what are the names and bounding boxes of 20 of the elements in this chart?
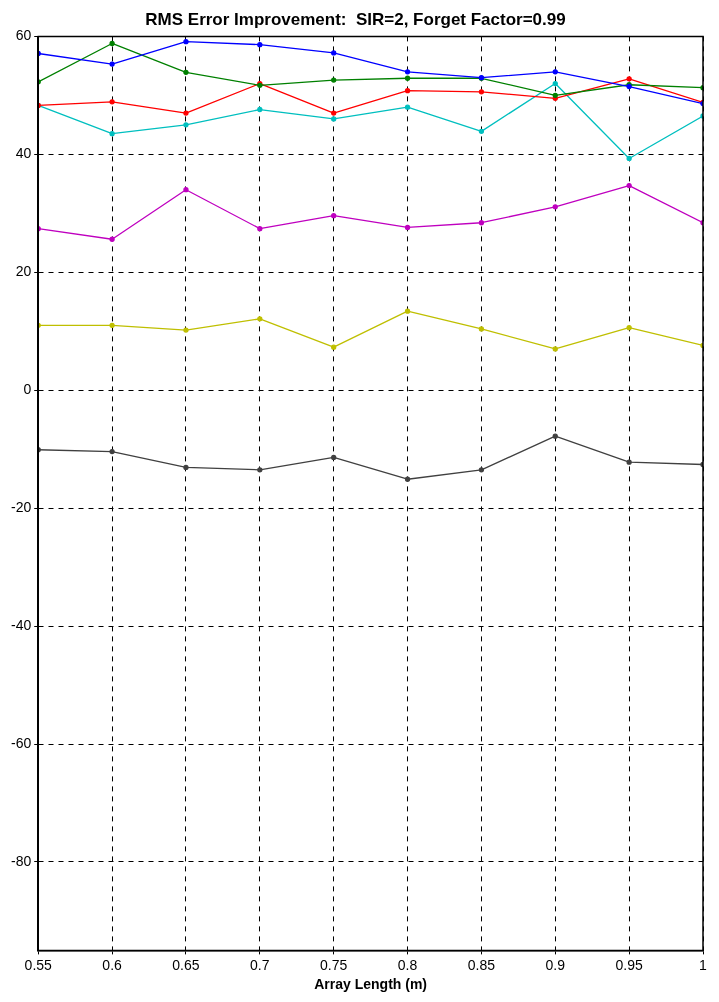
y-tick-label: -80 (11, 852, 32, 869)
chart-title: RMS Error Improvement: SIR=2, Forget Factor=0.99 (145, 9, 566, 29)
x-tick-label: 0.7 (250, 956, 270, 973)
x-axis-title: Array Length (m) (314, 976, 428, 993)
y-tick-label: 40 (15, 145, 32, 162)
y-tick-label: -20 (11, 499, 32, 515)
x-tick-label: 0.75 (320, 956, 348, 973)
x-tick-label: 0.95 (615, 956, 643, 973)
x-tick-label: 0.9 (545, 956, 566, 973)
x-tick-label: 0.85 (467, 956, 496, 973)
x-tick-label: 0.55 (24, 956, 53, 973)
y-tick-label: 60 (15, 27, 32, 44)
y-tick-label: -60 (11, 734, 32, 751)
x-tick-label: 0.65 (172, 956, 200, 973)
x-tick-label: 1 (699, 956, 708, 973)
y-tick-label: -40 (11, 616, 32, 633)
y-tick-label: 20 (15, 263, 32, 280)
x-tick-label: 0.8 (397, 956, 418, 973)
y-tick-label: 0 (23, 381, 32, 398)
x-tick-label: 0.6 (102, 956, 123, 973)
